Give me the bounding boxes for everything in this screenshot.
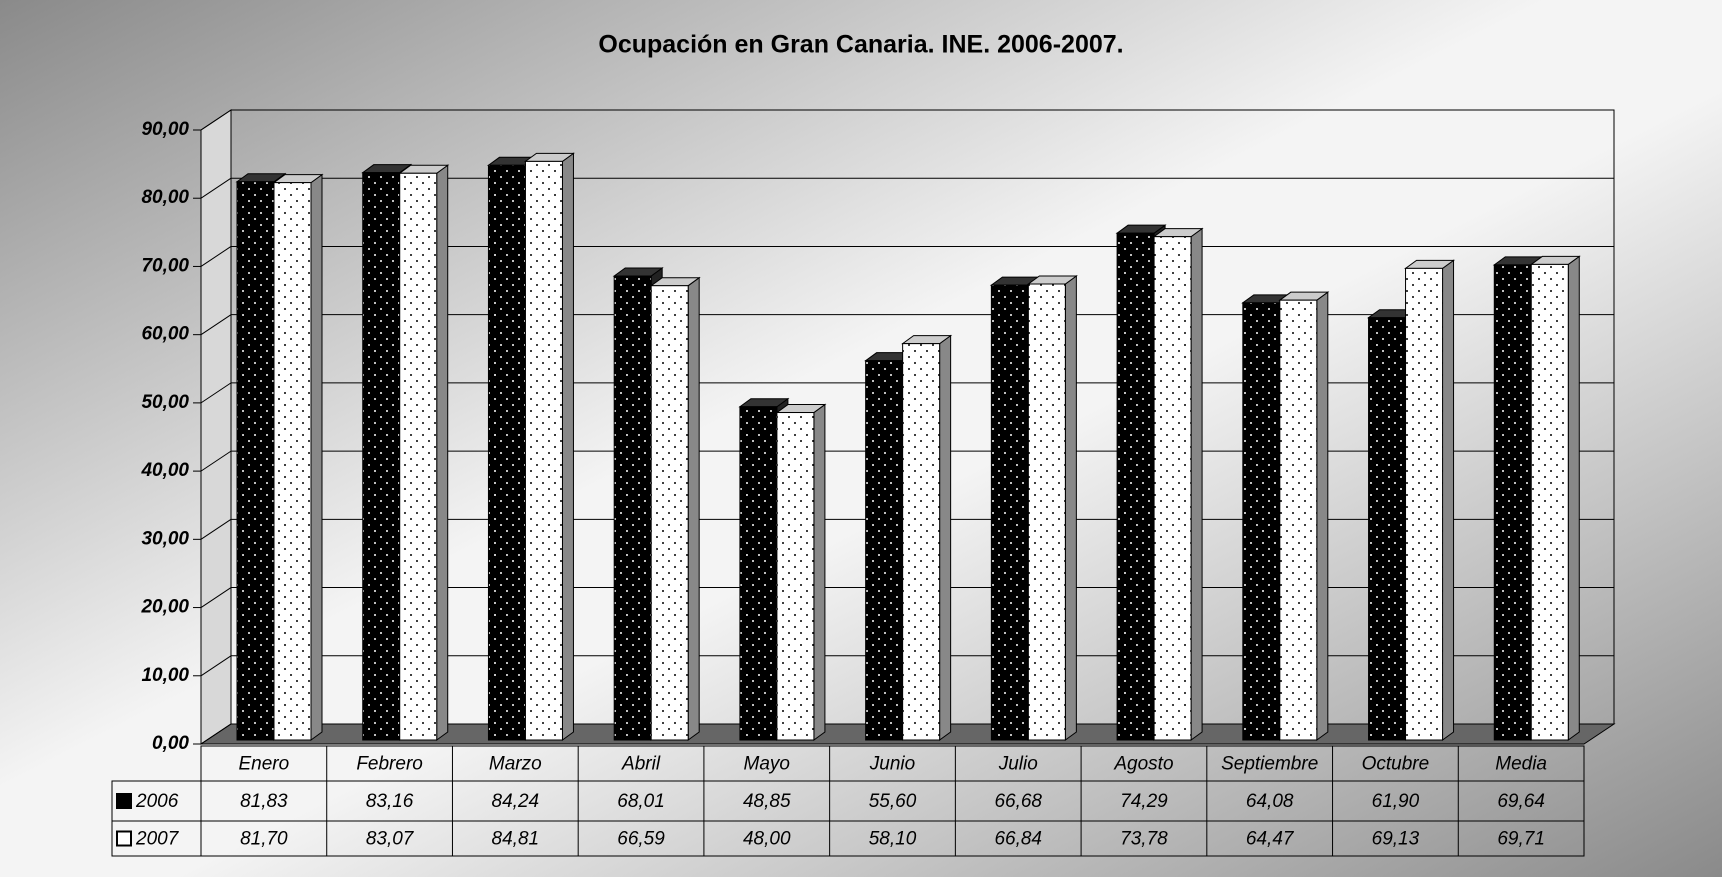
- legend-label: 2007: [135, 829, 180, 850]
- bar: [739, 406, 778, 741]
- bar: [650, 285, 689, 741]
- bar-side: [1064, 275, 1077, 741]
- bar: [1493, 264, 1532, 741]
- x-tick-label: Febrero: [356, 754, 423, 775]
- data-label: 69,13: [1372, 829, 1420, 850]
- x-tick-label: Abril: [621, 754, 661, 775]
- x-tick-label: Junio: [869, 754, 915, 775]
- bar: [1153, 236, 1192, 741]
- data-label: 55,60: [869, 791, 917, 812]
- bar-side: [1567, 255, 1580, 741]
- legend-label: 2006: [135, 791, 179, 812]
- bar: [1368, 317, 1407, 741]
- data-label: 83,07: [366, 829, 415, 850]
- bar-side: [310, 173, 323, 741]
- bar-side: [1442, 259, 1455, 741]
- grid-line: [200, 587, 232, 608]
- bar: [1116, 232, 1155, 741]
- data-label: 81,83: [240, 791, 288, 812]
- bar-side: [939, 334, 952, 741]
- chart-title: Ocupación en Gran Canaria. INE. 2006-200…: [598, 31, 1123, 59]
- x-tick-label: Media: [1495, 754, 1547, 775]
- data-label: 69,71: [1497, 829, 1545, 850]
- data-label: 66,68: [994, 791, 1042, 812]
- y-tick-label: 40,00: [140, 460, 189, 481]
- legend-swatch: [116, 793, 132, 809]
- bar: [776, 412, 815, 741]
- grid-line: [200, 246, 232, 267]
- grid-line: [200, 723, 232, 745]
- data-label: 84,24: [492, 791, 540, 812]
- data-label: 74,29: [1120, 791, 1168, 812]
- data-label: 83,16: [366, 791, 414, 812]
- bar: [1242, 302, 1281, 741]
- bar-side: [436, 164, 449, 741]
- bar: [613, 275, 652, 741]
- bar-side: [1190, 227, 1203, 741]
- bar: [362, 172, 401, 741]
- x-tick-label: Mayo: [744, 754, 790, 775]
- bar-side: [561, 152, 574, 741]
- bar-side: [1316, 291, 1329, 741]
- y-tick-label: 30,00: [141, 528, 189, 549]
- y-tick-label: 50,00: [141, 392, 189, 413]
- side-wall: [200, 109, 232, 745]
- data-label: 68,01: [617, 791, 665, 812]
- data-label: 48,85: [743, 791, 791, 812]
- grid-line: [200, 518, 232, 540]
- bar: [865, 360, 904, 741]
- grid-line: [200, 109, 232, 131]
- bar: [273, 182, 312, 741]
- grid-line: [200, 314, 232, 336]
- data-label: 84,81: [492, 829, 540, 850]
- y-tick-label: 90,00: [141, 119, 189, 140]
- y-tick-label: 10,00: [141, 665, 189, 686]
- bar-side: [687, 276, 700, 741]
- x-tick-label: Enero: [239, 754, 290, 775]
- y-tick-label: 0,00: [152, 733, 189, 754]
- bar: [1279, 299, 1318, 741]
- bar: [1027, 283, 1066, 741]
- data-label: 69,64: [1497, 791, 1545, 812]
- data-label: 64,47: [1246, 829, 1295, 850]
- bar: [524, 160, 563, 741]
- data-label: 48,00: [743, 829, 791, 850]
- bar: [1405, 267, 1444, 741]
- y-tick-label: 60,00: [141, 324, 189, 345]
- table-body: [111, 780, 1585, 857]
- data-label: 61,90: [1372, 791, 1420, 812]
- y-tick-label: 70,00: [141, 255, 189, 276]
- x-tick-label: Agosto: [1113, 754, 1173, 775]
- grid-line: [200, 177, 232, 199]
- bar: [990, 284, 1029, 741]
- x-tick-label: Marzo: [489, 754, 542, 775]
- legend-swatch: [116, 830, 132, 847]
- bar: [236, 181, 275, 741]
- bar: [399, 172, 438, 741]
- x-tick-label: Septiembre: [1221, 754, 1318, 775]
- data-label: 58,10: [869, 829, 917, 850]
- data-label: 66,84: [994, 829, 1042, 850]
- bar-side: [813, 403, 826, 741]
- data-label: 73,78: [1120, 829, 1168, 850]
- bar: [902, 343, 941, 741]
- data-label: 81,70: [240, 829, 288, 850]
- bar: [487, 164, 526, 741]
- grid-line: [200, 382, 232, 404]
- y-tick-label: 20,00: [140, 597, 189, 618]
- data-label: 66,59: [617, 829, 665, 850]
- x-tick-label: Octubre: [1362, 754, 1430, 775]
- grid-line: [200, 450, 232, 472]
- grid-line: [200, 655, 232, 677]
- x-tick-label: Julio: [998, 754, 1038, 775]
- y-tick-label: 80,00: [141, 187, 189, 208]
- data-label: 64,08: [1246, 791, 1294, 812]
- bar: [1530, 263, 1569, 741]
